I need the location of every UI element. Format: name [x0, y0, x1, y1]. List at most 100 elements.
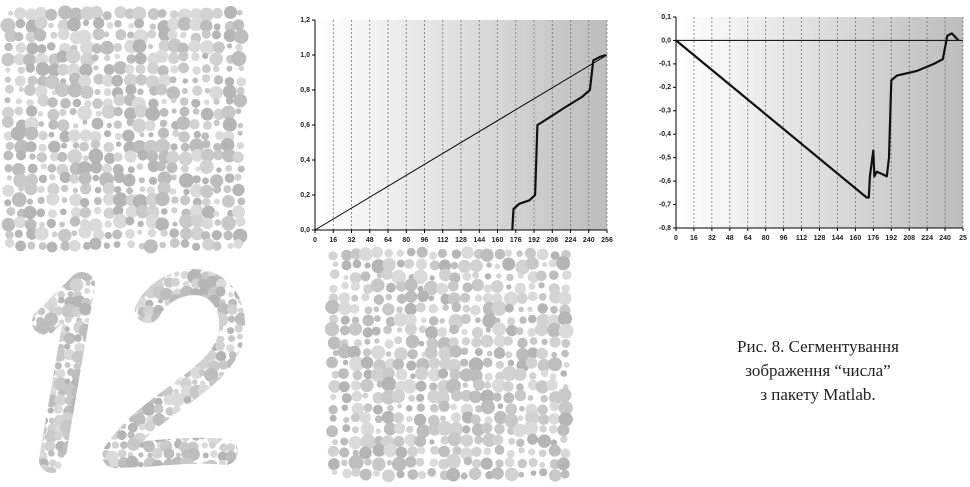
dot	[38, 291, 44, 297]
dot	[460, 472, 468, 480]
dot	[46, 352, 53, 359]
dot	[92, 174, 100, 182]
dot	[458, 259, 472, 273]
dot	[73, 421, 85, 434]
dot	[120, 423, 127, 430]
dot	[234, 173, 242, 181]
dot	[232, 151, 244, 163]
dot	[405, 290, 418, 303]
dot	[36, 152, 48, 163]
dot	[49, 459, 57, 467]
dot	[57, 290, 65, 299]
dot	[221, 105, 236, 120]
dot	[347, 345, 361, 359]
dot	[360, 378, 374, 393]
dot	[214, 219, 221, 226]
dot	[210, 333, 220, 343]
dot	[139, 186, 146, 193]
dot	[439, 318, 446, 324]
dot	[516, 438, 525, 447]
dot	[67, 459, 73, 465]
dot	[394, 336, 403, 345]
dot	[117, 304, 130, 317]
dot	[15, 18, 26, 29]
dot	[348, 436, 362, 450]
dot	[461, 328, 468, 336]
dot	[415, 366, 429, 381]
dot	[123, 339, 137, 352]
dot	[329, 414, 337, 422]
dot	[535, 380, 550, 394]
dot	[548, 425, 558, 434]
dot	[46, 241, 58, 253]
dot	[428, 367, 442, 382]
dot	[39, 416, 48, 425]
dot	[80, 40, 95, 55]
dot	[128, 368, 138, 378]
dot	[144, 394, 156, 405]
dot	[144, 420, 156, 432]
dot	[180, 239, 190, 248]
dot	[485, 327, 491, 333]
dot	[341, 249, 353, 261]
dot	[183, 370, 191, 378]
dot	[184, 406, 191, 414]
dot	[193, 333, 201, 341]
dot	[462, 272, 472, 281]
dot	[391, 456, 407, 472]
dot	[134, 18, 145, 29]
dot	[29, 153, 36, 160]
dot	[225, 450, 237, 462]
dot	[166, 435, 172, 441]
y-tick-label: 0,4	[300, 157, 310, 164]
dot	[470, 259, 483, 273]
dot	[178, 151, 193, 166]
y-tick-label: -0,8	[659, 225, 671, 232]
dot	[171, 306, 180, 316]
dot	[224, 76, 235, 87]
dot	[232, 428, 248, 444]
dot	[170, 174, 177, 181]
dot	[60, 184, 69, 193]
dot	[60, 241, 71, 251]
dot	[132, 39, 147, 54]
dot	[169, 238, 180, 248]
dot	[406, 415, 413, 423]
dot	[155, 49, 169, 63]
dot	[237, 197, 246, 206]
dot	[92, 27, 105, 41]
dot	[92, 369, 102, 379]
dot	[236, 388, 244, 396]
dot	[449, 368, 461, 381]
dot	[236, 87, 245, 95]
dot	[460, 389, 473, 402]
dot	[26, 455, 42, 470]
dot	[36, 208, 46, 218]
x-tick-label: 128	[814, 235, 826, 242]
data-line	[314, 54, 608, 231]
dot	[237, 165, 245, 173]
dot	[169, 314, 183, 328]
dot	[167, 29, 178, 40]
dot	[178, 51, 189, 62]
dot	[46, 218, 56, 229]
dot	[497, 403, 504, 409]
dot	[190, 184, 204, 198]
dot	[180, 467, 191, 479]
dot	[537, 303, 548, 314]
dot	[351, 402, 364, 415]
dot	[179, 106, 190, 117]
dot	[93, 17, 105, 29]
dot	[40, 283, 46, 289]
dot	[190, 366, 204, 380]
dot	[490, 280, 504, 293]
dot	[155, 138, 171, 154]
dot	[339, 447, 350, 458]
dot	[228, 335, 235, 343]
dot	[61, 142, 68, 149]
dot	[156, 161, 167, 172]
dot	[27, 241, 36, 250]
dot	[79, 357, 91, 370]
dot	[81, 457, 95, 471]
dot	[15, 42, 27, 53]
